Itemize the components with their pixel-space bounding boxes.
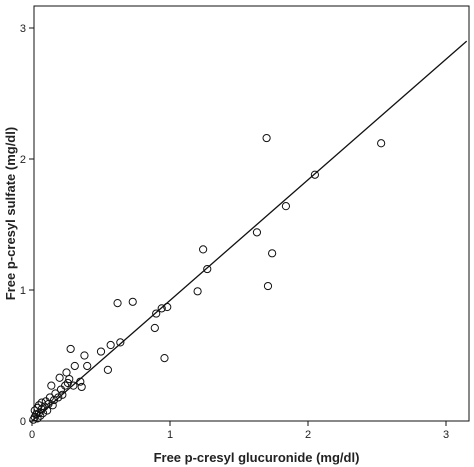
plot-frame: [33, 5, 470, 422]
data-point: [76, 377, 85, 386]
y-axis-title: Free p-cresyl sulfate (mg/dl): [3, 127, 18, 300]
y-tick-label: 2: [20, 154, 26, 166]
data-point: [47, 381, 56, 390]
y-tick-label: 0: [20, 416, 26, 428]
x-tick-label: 1: [167, 429, 173, 441]
data-point: [160, 354, 169, 363]
data-point: [55, 373, 64, 382]
regression-line: [31, 40, 468, 422]
data-point: [193, 287, 202, 296]
data-point: [252, 228, 262, 237]
data-point: [70, 361, 79, 371]
data-point: [106, 340, 115, 350]
data-point: [199, 245, 208, 254]
y-axis-ticks: 0 1 2 3: [20, 23, 34, 428]
data-point: [77, 382, 86, 392]
data-point: [83, 361, 92, 371]
data-point: [65, 374, 74, 384]
data-point: [262, 133, 271, 143]
data-point: [152, 309, 161, 318]
data-point: [116, 338, 125, 347]
data-point: [63, 378, 72, 388]
y-tick-label: 3: [20, 23, 26, 35]
data-point: [377, 139, 386, 148]
x-axis-title: Free p-cresyl glucuronide (mg/dl): [154, 450, 360, 465]
data-point: [69, 381, 78, 390]
data-point: [33, 414, 42, 423]
data-point: [203, 264, 212, 274]
data-point: [61, 381, 70, 390]
data-point: [263, 281, 273, 291]
data-point: [58, 390, 67, 399]
data-point: [157, 304, 166, 313]
x-tick-label: 3: [443, 429, 449, 441]
data-points: [29, 133, 386, 424]
data-point: [37, 405, 46, 414]
data-point: [45, 393, 55, 402]
data-point: [128, 297, 137, 306]
x-tick-label: 2: [305, 429, 311, 441]
plot-area: [33, 5, 470, 422]
data-point: [66, 344, 75, 354]
data-point: [113, 299, 122, 308]
y-tick-label: 1: [20, 285, 26, 297]
data-point: [103, 365, 113, 375]
data-point: [48, 401, 57, 410]
data-point: [96, 347, 106, 356]
data-point: [54, 393, 63, 402]
x-tick-label: 0: [29, 429, 35, 441]
data-point: [310, 170, 319, 179]
x-axis-ticks: 0 1 2 3: [29, 421, 449, 441]
data-point: [80, 351, 89, 360]
data-point: [281, 202, 291, 211]
data-point: [56, 385, 66, 394]
data-point: [163, 302, 172, 312]
data-point: [268, 249, 277, 258]
data-point: [150, 323, 159, 333]
